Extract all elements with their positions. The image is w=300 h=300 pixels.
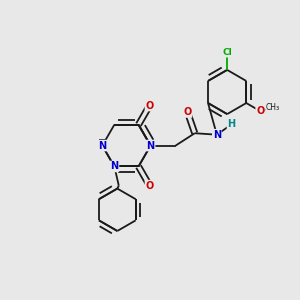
Text: N: N [213, 130, 221, 140]
Text: N: N [110, 161, 118, 172]
Text: N: N [98, 141, 106, 151]
Text: Cl: Cl [222, 48, 232, 57]
Text: O: O [146, 181, 154, 190]
Text: N: N [146, 141, 155, 151]
Text: O: O [146, 100, 154, 110]
Text: CH₃: CH₃ [266, 103, 280, 112]
Text: O: O [183, 107, 191, 117]
Text: O: O [269, 103, 277, 112]
Text: O: O [256, 106, 264, 116]
Text: H: H [227, 119, 236, 129]
